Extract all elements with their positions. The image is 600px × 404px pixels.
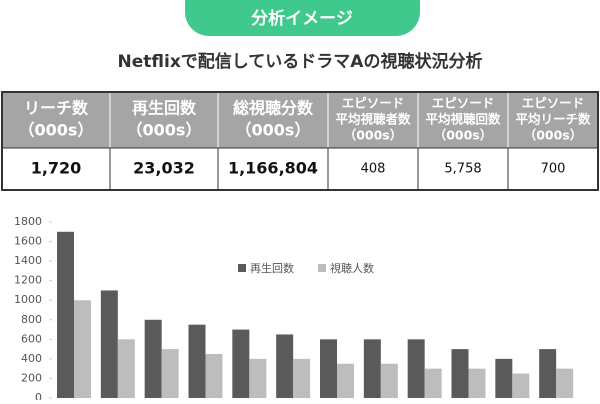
bar [337,363,354,398]
header-text: 平均視聴回数 [425,112,501,127]
bar [451,349,469,398]
header-text: （000s） [236,121,311,140]
bar [144,319,162,398]
header-text: （000s） [524,128,583,143]
cell-text: 23,032 [133,159,195,178]
cell-text: 700 [541,162,566,177]
banner-text: 分析イメージ [251,8,353,29]
y-tick-label: 600 [21,332,42,345]
y-tick-label: 1000 [14,293,42,306]
bar [100,290,118,398]
chart: 0 200 400 600 800 1000 1200 1400 1600 1800 再生回数 視聴人… [14,215,574,404]
header-text: エピソード [342,96,405,111]
bar [320,339,337,398]
bar [117,339,135,398]
bar [276,334,294,398]
bar [293,358,311,398]
header-text: 平均リーチ数 [515,112,591,127]
bar [57,231,74,398]
title: Netflixで配信しているドラマAの視聴状況分析 [118,51,483,72]
bar [380,363,398,398]
bar [363,339,381,398]
header-text: （000s） [19,121,94,140]
y-tick-label: 1200 [14,274,42,287]
header-text: リーチ数 [24,99,89,118]
legend-swatch [318,264,326,272]
y-tick-label: 0 [35,391,42,400]
bar [205,354,223,398]
cell-text: 408 [361,162,386,177]
header-text: （000s） [344,128,403,143]
legend-label: 視聴人数 [330,261,374,275]
bar [74,300,91,398]
header-text: エピソード [432,96,495,111]
bar [424,368,442,398]
header-text: 再生回数 [132,99,197,118]
bar [539,349,557,398]
bar [249,358,267,398]
cell-text: 1,720 [31,159,82,178]
cell [507,147,599,191]
legend-label: 再生回数 [250,261,294,275]
cell [1,147,111,191]
cell [109,147,219,191]
table-border [1,91,599,191]
bar [556,368,574,398]
y-tick-label: 200 [21,371,42,384]
y-tick-label: 1600 [14,235,42,248]
header-cell [507,91,599,149]
y-tick-label: 400 [21,352,42,365]
bar [495,358,513,398]
y-tick-label: 800 [21,313,42,326]
header-text: エピソード [522,96,585,111]
cell-text: 5,758 [444,162,481,177]
bar [407,339,425,398]
header-text: 総視聴分数 [233,99,314,118]
bar [512,373,530,398]
bar [188,324,206,398]
header-text: （000s） [434,128,493,143]
header-text: （000s） [127,121,202,140]
banner [185,0,420,36]
cell [417,147,509,191]
table: リーチ数（000s）再生回数（000s）総視聴分数（000s）エピソード平均視聴… [1,91,599,191]
cell-text: 1,166,804 [228,159,318,178]
bar [468,368,486,398]
legend-swatch [238,264,246,272]
bar [161,349,179,398]
y-tick-label: 1400 [14,254,42,267]
y-tick-label: 1800 [14,215,42,228]
header-text: 平均視聴者数 [335,112,411,127]
cell [217,147,329,191]
bar [232,329,250,398]
